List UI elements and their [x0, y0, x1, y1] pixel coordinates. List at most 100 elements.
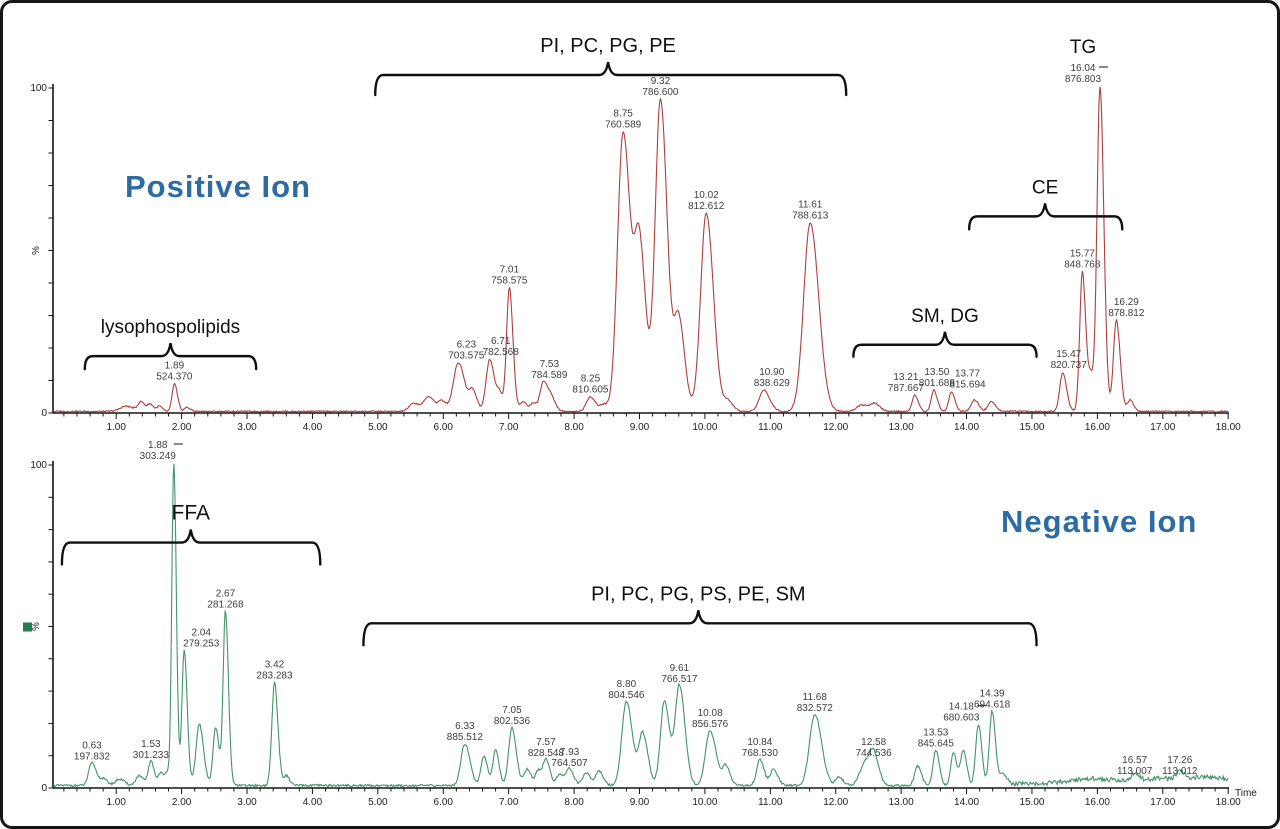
peak-mz-label: 113.007 [1117, 766, 1153, 777]
x-tick-label: 14.00 [954, 797, 979, 808]
peak-mz-label: 524.370 [156, 371, 193, 382]
x-tick-label: 6.00 [434, 422, 454, 433]
peak-rt-label: 13.77 [955, 369, 980, 380]
peak-rt-label: 6.23 [457, 339, 477, 350]
peak-mz-label: 804.546 [608, 690, 645, 701]
x-tick-label: 8.00 [564, 797, 584, 808]
peak-rt-label: 6.33 [455, 721, 475, 732]
x-tick-label: 8.00 [564, 422, 584, 433]
peak-mz-label: 758.575 [491, 276, 528, 287]
x-tick-label: 2.00 [172, 422, 192, 433]
peak-rt-label: 13.53 [923, 727, 948, 738]
peak-rt-label: 12.58 [861, 737, 886, 748]
y-axis-unit-label: % [31, 622, 42, 631]
x-tick-label: 16.00 [1085, 797, 1110, 808]
negative-ion-title: Negative Ion [1001, 504, 1198, 539]
peak-rt-label: 14.39 [980, 689, 1005, 700]
peak-rt-label: 7.01 [500, 265, 520, 276]
peak-mz-label: 802.536 [494, 716, 531, 727]
chart-positive-ion: 100 0% 1.00 2.00 3.00 4.00 5.00 6.00 7.00 8.00 9.0… [30, 35, 1241, 433]
peak-mz-label: 848.768 [1064, 259, 1101, 270]
chromatograms-svg: 100 0% 1.00 2.00 3.00 4.00 5.00 6.00 7.00 8.00 9.0… [23, 35, 1257, 808]
peak-rt-label: 7.93 [560, 747, 580, 758]
x-tick-label: 9.00 [630, 797, 650, 808]
peak-rt-label: 10.02 [694, 190, 719, 201]
peak-rt-label: 14.18 [949, 702, 974, 713]
peak-rt-label: 8.80 [617, 679, 637, 690]
peak-rt-label: 16.04 [1070, 63, 1095, 74]
peak-mz-label: 810.605 [572, 384, 609, 395]
y-axis-unit-label: % [31, 246, 42, 255]
peak-rt-label: 11.68 [803, 692, 828, 703]
peak-mz-label: 784.589 [531, 370, 568, 381]
peak-rt-label: 10.08 [698, 708, 723, 719]
x-tick-label: 10.00 [692, 797, 717, 808]
group-label: CE [1032, 177, 1058, 198]
group-label: TG [1070, 37, 1096, 58]
x-tick-label: 1.00 [106, 422, 126, 433]
peak-rt-label: 16.57 [1122, 755, 1147, 766]
peak-mz-label: 301.233 [133, 750, 170, 761]
peak-mz-label: 768.530 [742, 748, 779, 759]
peak-rt-label: 13.50 [924, 367, 949, 378]
peak-rt-label: 17.26 [1167, 755, 1192, 766]
peak-rt-label: 2.67 [216, 589, 236, 600]
peak-mz-label: 744.536 [856, 748, 893, 759]
x-tick-label: 3.00 [237, 797, 257, 808]
peak-mz-label: 279.253 [183, 638, 220, 649]
peak-mz-label: 815.694 [949, 380, 986, 391]
peak-rt-label: 11.61 [798, 200, 823, 211]
peak-mz-label: 832.572 [797, 703, 834, 714]
peak-mz-label: 845.645 [918, 738, 955, 749]
peak-mz-label: 782.568 [483, 347, 520, 358]
peak-rt-label: 8.25 [581, 373, 601, 384]
peak-mz-label: 856.576 [692, 719, 729, 730]
group-brace [83, 342, 258, 371]
x-tick-label: 12.00 [823, 422, 848, 433]
y-max-label: 100 [30, 83, 47, 94]
x-tick-label: 15.00 [1019, 797, 1044, 808]
x-axis-title: Time [1235, 788, 1257, 799]
peak-mz-label: 812.612 [688, 201, 725, 212]
x-tick-label: 18.00 [1216, 797, 1241, 808]
peak-mz-label: 766.517 [661, 674, 698, 685]
peak-rt-label: 3.42 [265, 660, 285, 671]
x-tick-label: 4.00 [303, 797, 323, 808]
x-tick-label: 13.00 [889, 797, 914, 808]
y-min-label: 0 [41, 408, 47, 419]
peak-rt-label: 6.71 [491, 336, 511, 347]
peak-mz-label: 680.603 [943, 713, 980, 724]
x-tick-label: 6.00 [434, 797, 454, 808]
y-max-label: 100 [30, 460, 47, 471]
x-tick-label: 11.00 [758, 797, 783, 808]
peak-rt-label: 10.90 [759, 367, 784, 378]
group-label: PI, PC, PG, PE [540, 35, 676, 57]
peak-rt-label: 9.61 [670, 663, 690, 674]
peak-mz-label: 303.249 [140, 451, 177, 462]
trace-positive-ion [53, 86, 1229, 413]
peak-rt-label: 15.47 [1056, 349, 1081, 360]
peak-rt-label: 1.89 [165, 360, 185, 371]
peak-rt-label: 9.32 [651, 76, 671, 87]
peak-rt-label: 16.29 [1114, 297, 1139, 308]
x-tick-label: 7.00 [499, 422, 519, 433]
peak-rt-label: 7.05 [502, 705, 522, 716]
peak-rt-label: 7.53 [540, 359, 560, 370]
peak-rt-label: 15.77 [1070, 248, 1095, 259]
x-tick-label: 7.00 [499, 797, 519, 808]
group-brace [967, 203, 1124, 231]
peak-mz-label: 787.667 [888, 383, 925, 394]
peak-rt-label: 1.88 [148, 440, 168, 451]
group-label: SM, DG [911, 306, 979, 327]
group-brace [362, 610, 1038, 647]
x-tick-label: 10.00 [692, 422, 717, 433]
x-tick-label: 12.00 [823, 797, 848, 808]
x-tick-label: 15.00 [1019, 422, 1044, 433]
x-tick-label: 9.00 [630, 422, 650, 433]
peak-mz-label: 788.613 [792, 211, 829, 222]
peak-mz-label: 801.688 [919, 378, 956, 389]
peak-mz-label: 281.268 [207, 600, 244, 611]
peak-rt-label: 1.53 [141, 739, 161, 750]
positive-ion-title: Positive Ion [125, 169, 311, 204]
